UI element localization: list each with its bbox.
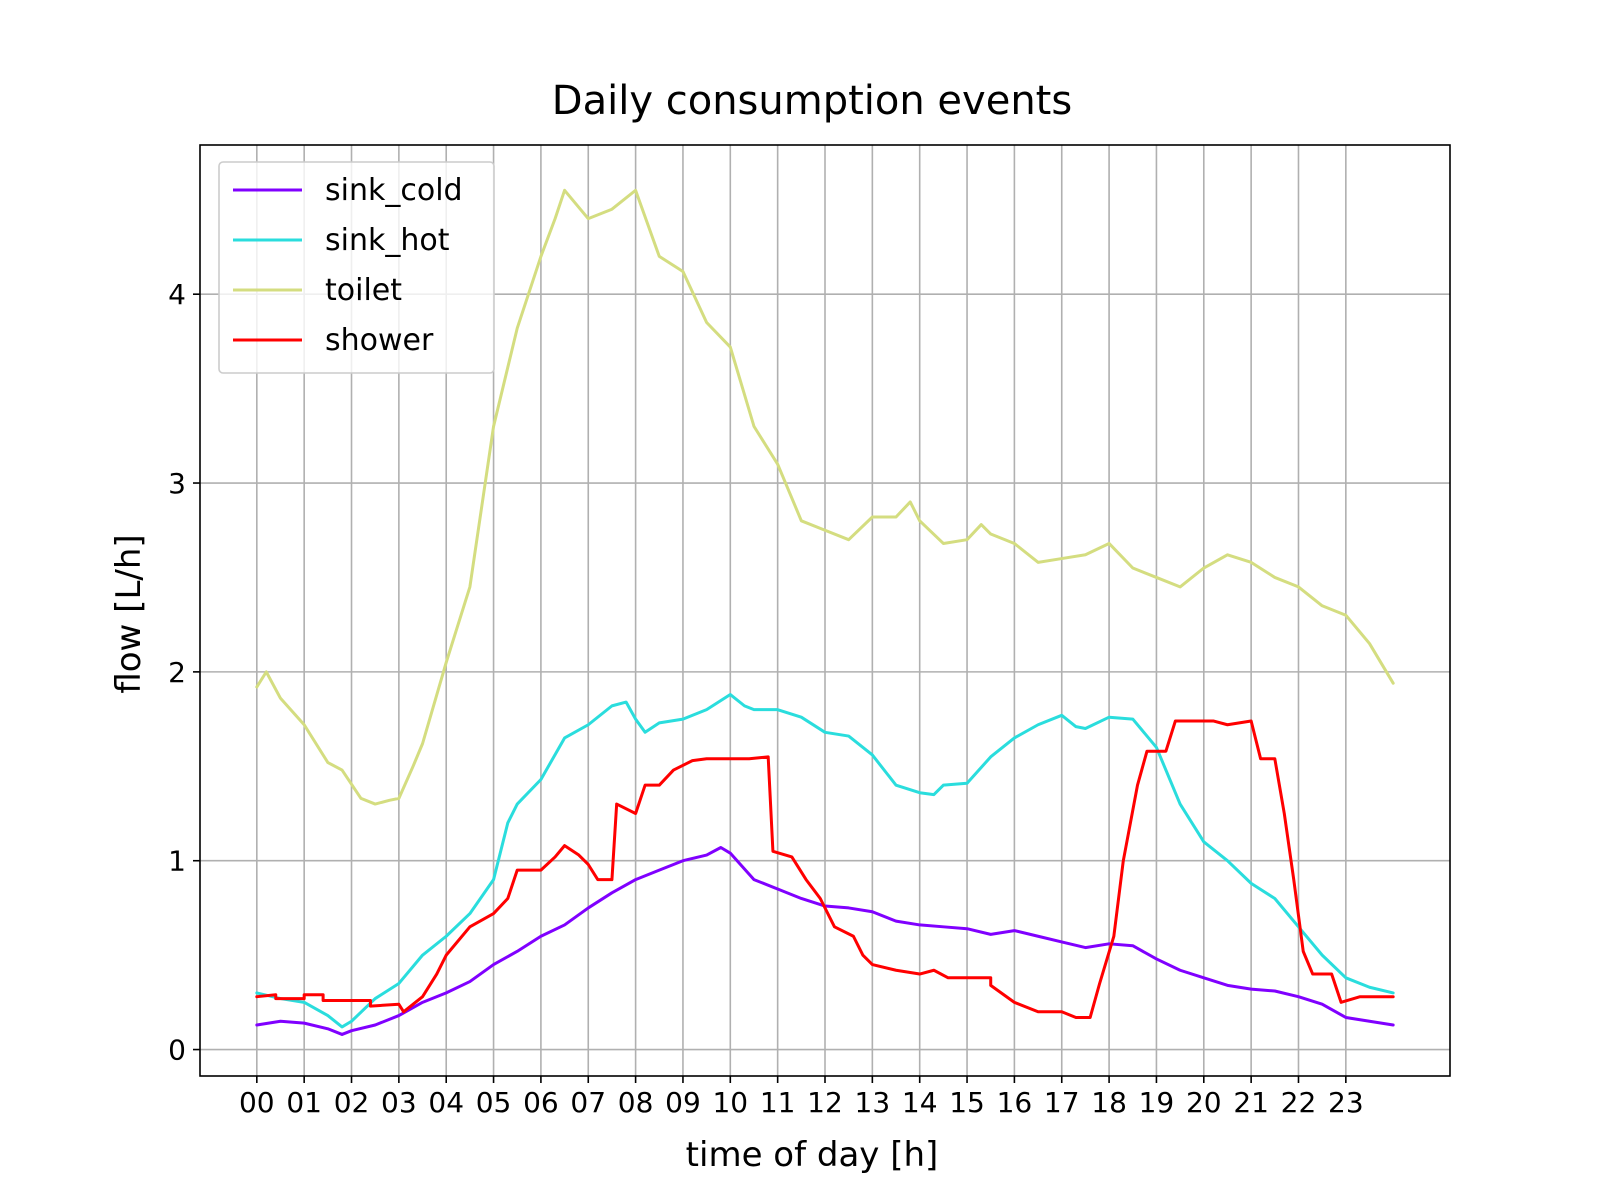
x-tick-label: 03 [381,1086,417,1119]
legend-label-toilet: toilet [325,273,402,308]
x-tick-label: 20 [1186,1086,1222,1119]
legend-box [218,161,495,374]
chart-title: Daily consumption events [552,78,1072,124]
series-line-sink-cold [255,846,1395,1036]
x-tick-label: 23 [1328,1086,1364,1119]
x-tick-label: 19 [1139,1086,1175,1119]
y-tick-label: 0 [168,1034,186,1067]
series-lines [255,188,1395,1036]
x-axis-label: time of day [h] [686,1135,939,1175]
x-tick-label: 06 [523,1086,559,1119]
y-tick-label: 2 [168,656,186,689]
x-tick-label: 18 [1091,1086,1127,1119]
x-tick-label: 11 [760,1086,796,1119]
legend-label-sink-cold: sink_cold [325,173,463,208]
y-tick-label: 4 [168,278,186,311]
y-axis-label: flow [L/h] [109,534,149,693]
x-tick-label: 16 [997,1086,1033,1119]
x-tick-label: 08 [618,1086,654,1119]
x-tick-label: 02 [334,1086,370,1119]
x-tick-label: 13 [855,1086,891,1119]
y-tick-label: 1 [168,845,186,878]
x-tick-label: 09 [665,1086,701,1119]
x-tick-label: 04 [428,1086,464,1119]
legend-label-sink-hot: sink_hot [325,223,450,258]
x-tick-label: 14 [902,1086,938,1119]
series-line-shower [255,719,1395,1019]
x-tick-label: 22 [1281,1086,1317,1119]
x-tick-label: 10 [712,1086,748,1119]
x-tick-label: 21 [1233,1086,1269,1119]
legend-label-shower: shower [325,323,434,358]
x-tick-label: 15 [949,1086,985,1119]
x-tick-label: 01 [286,1086,322,1119]
axes: 00 01 02 03 04 05 06 07 08 09 10 11 12 13 14 15 16 17 18 19… [168,144,1451,1119]
series-line-toilet [255,188,1395,806]
x-tick-label: 17 [1044,1086,1080,1119]
x-tick-label: 07 [570,1086,606,1119]
x-tick-label: 05 [476,1086,512,1119]
y-tick-label: 3 [168,467,186,500]
x-tick-label: 12 [807,1086,843,1119]
x-tick-label: 00 [239,1086,275,1119]
series-line-sink-hot [255,693,1395,1029]
